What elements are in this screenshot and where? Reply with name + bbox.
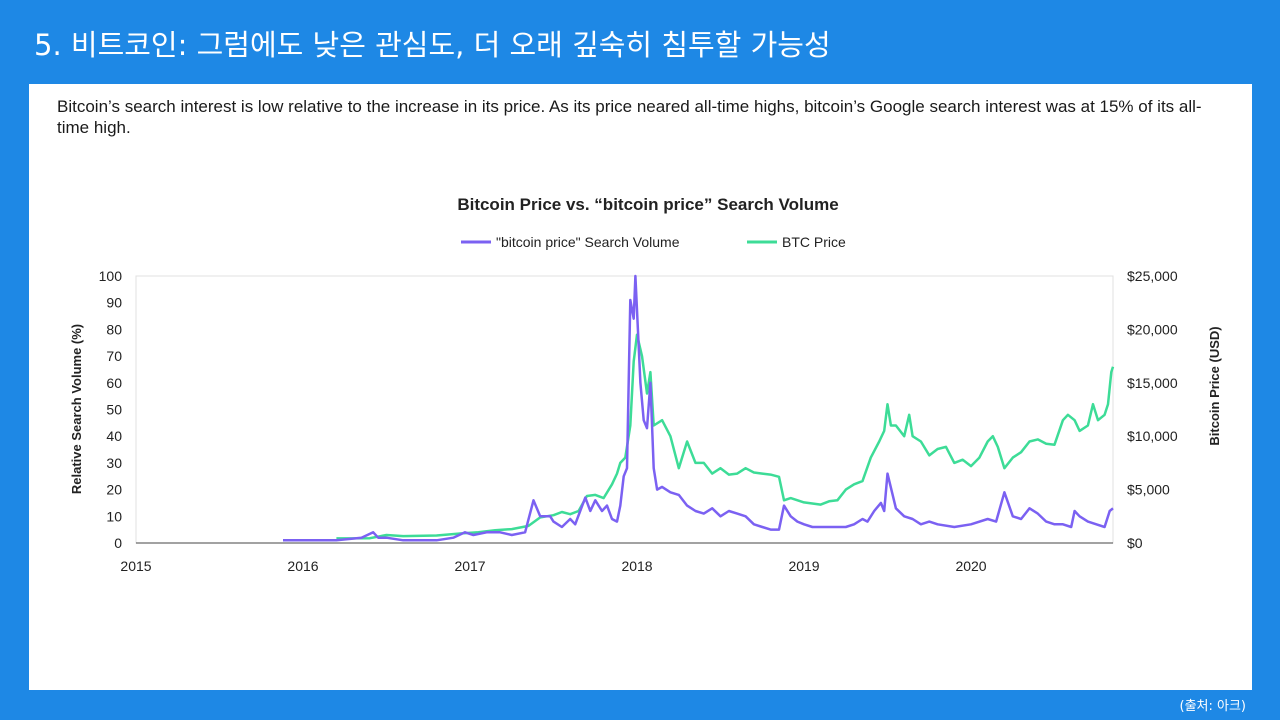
y-tick-label: 100 [99, 268, 123, 284]
series-line-btc-price [336, 333, 1115, 540]
y-tick-label: 30 [106, 455, 122, 471]
legend-label-price: BTC Price [782, 234, 846, 250]
y2-tick-label: $10,000 [1127, 428, 1178, 444]
y-tick-label: 60 [106, 375, 122, 391]
x-tick-label: 2017 [454, 558, 485, 574]
x-tick-label: 2018 [621, 558, 652, 574]
y2-axis-label: Bitcoin Price (USD) [1207, 326, 1222, 445]
y-tick-label: 70 [106, 348, 122, 364]
y-axis-label: Relative Search Volume (%) [69, 324, 84, 494]
y2-tick-label: $20,000 [1127, 321, 1178, 337]
y-tick-label: 50 [106, 402, 122, 418]
legend: "bitcoin price" Search Volume BTC Price [461, 234, 846, 250]
y-tick-label: 10 [106, 508, 122, 524]
y-tick-label: 80 [106, 321, 122, 337]
y-axis-right: $0 $5,000 $10,000 $15,000 $20,000 $25,000 [1127, 268, 1178, 551]
y-tick-label: 90 [106, 295, 122, 311]
series-line-search-volume [283, 274, 1114, 542]
x-tick-label: 2016 [287, 558, 318, 574]
y-axis-left: 0 10 20 30 40 50 60 70 80 90 100 [99, 268, 123, 551]
chart-title: Bitcoin Price vs. “bitcoin price” Search… [457, 195, 838, 214]
x-tick-label: 2019 [788, 558, 819, 574]
chart-caption: Bitcoin’s search interest is low relativ… [57, 97, 1202, 137]
x-axis: 2015 2016 2017 2018 2019 2020 [120, 542, 1113, 574]
y-tick-label: 40 [106, 428, 122, 444]
chart: Bitcoin Price vs. “bitcoin price” Search… [69, 195, 1222, 574]
y2-tick-label: $0 [1127, 535, 1143, 551]
x-tick-label: 2020 [955, 558, 986, 574]
y2-tick-label: $5,000 [1127, 482, 1170, 498]
y2-tick-label: $25,000 [1127, 268, 1178, 284]
content-panel: Bitcoin’s search interest is low relativ… [29, 84, 1252, 690]
y2-tick-label: $15,000 [1127, 375, 1178, 391]
x-tick-label: 2015 [120, 558, 151, 574]
slide-title: 5. 비트코인: 그럼에도 낮은 관심도, 더 오래 깊숙히 침투할 가능성 [34, 28, 831, 62]
y-tick-label: 20 [106, 482, 122, 498]
plot-frame [135, 275, 1114, 544]
y-tick-label: 0 [114, 535, 122, 551]
source-note: (출처: 아크) [1179, 699, 1247, 714]
legend-label-search: "bitcoin price" Search Volume [496, 234, 680, 250]
